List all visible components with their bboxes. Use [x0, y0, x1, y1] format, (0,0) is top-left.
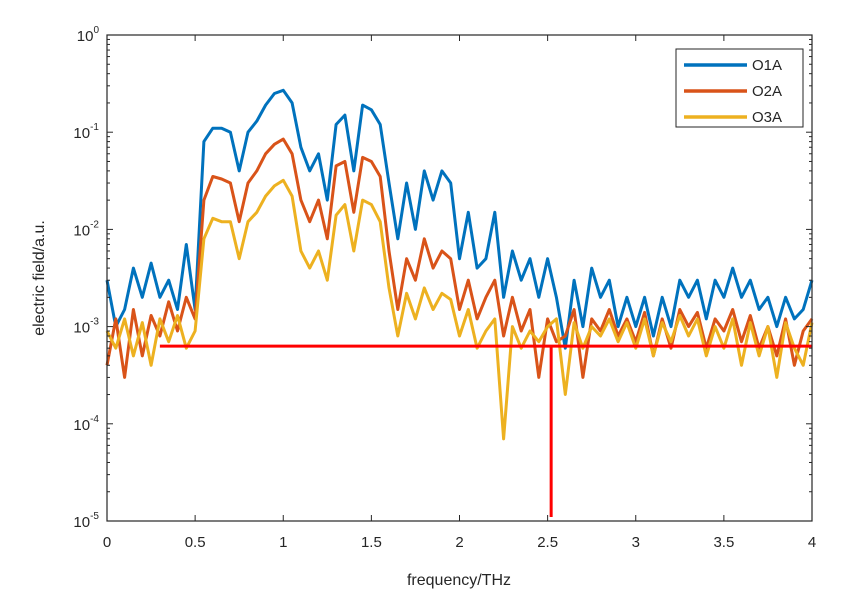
x-tick-label: 2.5 [537, 534, 558, 551]
y-tick-label: 10-2 [73, 219, 99, 239]
y-tick-label: 10-5 [73, 511, 99, 531]
ticks-layer: 0 0.5 1 1.5 2 2.5 3 3.5 4 100 10-1 10-2 10-3 10-4 10-5 [73, 25, 816, 551]
x-tick-label: 0 [103, 534, 111, 551]
x-tick-label: 3 [632, 534, 640, 551]
legend-label-O1A: O1A [752, 57, 782, 74]
y-tick-label: 10-4 [73, 414, 99, 434]
x-tick-label: 1.5 [361, 534, 382, 551]
y-tick-label: 100 [77, 25, 100, 45]
y-tick-label: 10-1 [73, 122, 99, 142]
legend-box [675, 48, 804, 128]
y-axis-label: electric field/a.u. [31, 220, 48, 336]
annotation-layer [159, 344, 812, 517]
x-tick-label: 2 [455, 534, 463, 551]
legend-label-O3A: O3A [752, 109, 782, 126]
y-tick-label: 10-3 [73, 317, 99, 337]
legend: O1A O2A O3A [675, 48, 804, 128]
x-tick-label: 4 [808, 534, 816, 551]
series-line-O3A [105, 178, 814, 441]
x-tick-label: 3.5 [713, 534, 734, 551]
series-layer [105, 88, 814, 441]
x-tick-label: 1 [279, 534, 287, 551]
x-tick-label: 0.5 [185, 534, 206, 551]
legend-label-O2A: O2A [752, 83, 782, 100]
series-line-O1A [105, 88, 814, 350]
x-axis-label: frequency/THz [407, 572, 511, 589]
series-line-O2A [105, 137, 814, 379]
